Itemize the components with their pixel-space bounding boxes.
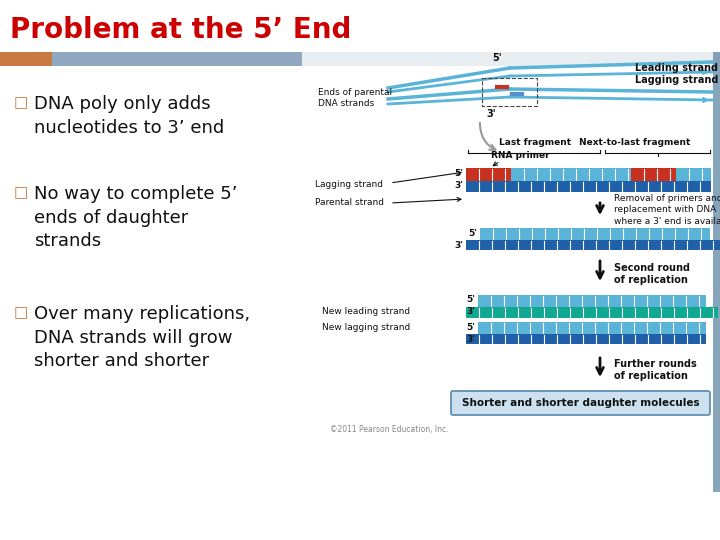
Text: 5': 5' (468, 228, 477, 238)
Text: Problem at the 5’ End: Problem at the 5’ End (10, 16, 351, 44)
Text: Further rounds
of replication: Further rounds of replication (614, 359, 697, 381)
Bar (713, 52, 720, 492)
Text: 5': 5' (492, 53, 502, 63)
Text: Removal of primers and
replacement with DNA
where a 3' end is available: Removal of primers and replacement with … (614, 194, 720, 226)
Text: □: □ (14, 305, 28, 320)
Text: DNA poly only adds
nucleotides to 3’ end: DNA poly only adds nucleotides to 3’ end (34, 95, 224, 137)
Text: 5': 5' (454, 170, 463, 179)
Text: New leading strand: New leading strand (322, 307, 410, 316)
Bar (631, 168, 676, 181)
Bar (480, 228, 710, 240)
Bar (676, 168, 711, 181)
Bar (302, 52, 720, 66)
Bar (466, 168, 511, 181)
Text: Next-to-last fragment: Next-to-last fragment (580, 138, 690, 147)
Text: Last fragment: Last fragment (499, 138, 571, 147)
Text: No way to complete 5’
ends of daughter
strands: No way to complete 5’ ends of daughter s… (34, 185, 238, 250)
Text: Ends of parental
DNA strands: Ends of parental DNA strands (318, 88, 392, 108)
Text: □: □ (14, 95, 28, 110)
Bar (482, 78, 537, 106)
Text: RNA primer: RNA primer (491, 151, 549, 160)
Bar (511, 168, 631, 181)
Text: Parental strand: Parental strand (315, 198, 384, 207)
Bar (0, 52, 52, 66)
Text: Leading strand: Leading strand (635, 63, 718, 73)
Bar (466, 181, 711, 192)
Text: Over many replications,
DNA strands will grow
shorter and shorter: Over many replications, DNA strands will… (34, 305, 250, 370)
FancyBboxPatch shape (451, 391, 710, 415)
Text: New lagging strand: New lagging strand (322, 322, 410, 332)
Bar (466, 334, 706, 344)
Text: 5': 5' (466, 295, 475, 305)
Text: Lagging strand: Lagging strand (635, 75, 719, 85)
Text: 3': 3' (454, 181, 463, 191)
Text: Lagging strand: Lagging strand (315, 180, 383, 189)
Bar (478, 295, 706, 307)
Text: 3': 3' (454, 240, 463, 249)
Text: □: □ (14, 185, 28, 200)
Bar (52, 52, 302, 66)
Text: 3': 3' (466, 307, 475, 316)
Text: Second round
of replication: Second round of replication (614, 263, 690, 285)
Text: ©2011 Pearson Education, Inc.: ©2011 Pearson Education, Inc. (330, 425, 449, 434)
Bar (478, 322, 706, 334)
Bar (466, 240, 720, 250)
Text: 3': 3' (466, 334, 475, 343)
Bar (466, 307, 718, 318)
Text: 3': 3' (486, 109, 495, 119)
Text: 5': 5' (466, 322, 475, 332)
Text: Shorter and shorter daughter molecules: Shorter and shorter daughter molecules (462, 398, 699, 408)
